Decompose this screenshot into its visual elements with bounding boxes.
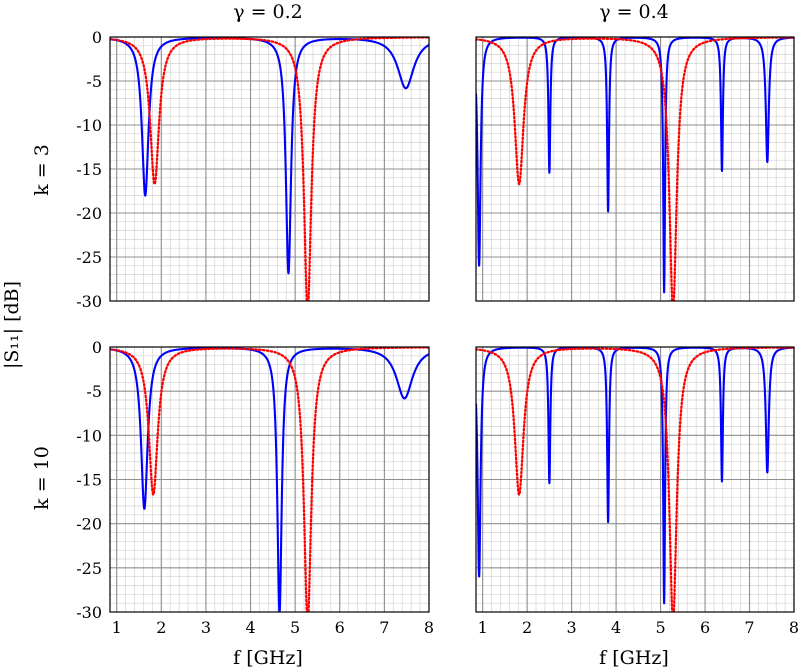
subplot-3: 0 -5 -10 -15 -20 -25 -30 1 2 3 4 5 6 7 8 xyxy=(76,338,434,637)
series-red-dotted xyxy=(476,347,794,612)
subplot-1: 0 -5 -10 -15 -20 -25 -30 xyxy=(76,28,430,311)
series-red-dotted xyxy=(476,37,794,301)
y-tick-label: -25 xyxy=(76,559,102,578)
x-tick-label: 3 xyxy=(567,618,577,637)
x-axis-title-left: f [GHz] xyxy=(233,647,303,669)
axes-frame xyxy=(475,346,795,613)
x-tick-label: 8 xyxy=(424,618,434,637)
row-title-k-3: k = 3 xyxy=(31,144,53,196)
x-axis-title-right: f [GHz] xyxy=(599,647,669,669)
x-tick-label: 7 xyxy=(744,618,754,637)
major-grid xyxy=(110,346,430,613)
major-grid xyxy=(476,346,795,613)
series-blue-solid xyxy=(476,347,794,605)
y-tick-label: 0 xyxy=(92,28,102,47)
y-axis-title: |S₁₁| [dB] xyxy=(1,281,23,369)
subplot-4: 1 2 3 4 5 6 7 8 xyxy=(475,346,799,637)
y-tick-label: -20 xyxy=(76,515,102,534)
subplot-2 xyxy=(475,36,795,302)
y-tick-label: -15 xyxy=(76,471,102,490)
x-tick-label: 1 xyxy=(112,618,122,637)
y-tick-label: -5 xyxy=(86,72,102,91)
y-tick-label: -20 xyxy=(76,204,102,223)
major-grid xyxy=(110,36,430,302)
x-tick-label: 4 xyxy=(245,618,255,637)
column-title-gamma-0.2: γ = 0.2 xyxy=(233,1,303,23)
series-blue-solid xyxy=(110,347,429,612)
x-tick-label: 8 xyxy=(789,618,799,637)
y-tick-label: -15 xyxy=(76,160,102,179)
axes-frame xyxy=(109,346,430,613)
series-red-dotted xyxy=(110,347,429,612)
axes-frame xyxy=(109,36,430,302)
x-tick-label: 2 xyxy=(522,618,532,637)
x-tick-label: 1 xyxy=(478,618,488,637)
x-tick-label: 6 xyxy=(335,618,345,637)
y-tick-label: 0 xyxy=(92,338,102,357)
y-tick-label: -5 xyxy=(86,382,102,401)
y-tick-label: -30 xyxy=(76,603,102,622)
x-tick-label: 2 xyxy=(156,618,166,637)
y-tick-label: -10 xyxy=(76,426,102,445)
series-blue-solid xyxy=(476,37,794,294)
y-tick-label: -25 xyxy=(76,248,102,267)
x-tick-label: 6 xyxy=(700,618,710,637)
x-tick-label: 7 xyxy=(379,618,389,637)
x-tick-label: 5 xyxy=(290,618,300,637)
column-title-gamma-0.4: γ = 0.4 xyxy=(599,1,669,23)
series-red-dotted xyxy=(110,37,429,301)
series-blue-solid xyxy=(110,37,429,275)
y-tick-label: -30 xyxy=(76,292,102,311)
row-title-k-10: k = 10 xyxy=(31,446,53,510)
y-tick-label: -10 xyxy=(76,116,102,135)
x-tick-label: 5 xyxy=(655,618,665,637)
x-tick-label: 4 xyxy=(611,618,621,637)
major-grid xyxy=(476,36,795,302)
axes-frame xyxy=(475,36,795,302)
x-tick-label: 3 xyxy=(201,618,211,637)
